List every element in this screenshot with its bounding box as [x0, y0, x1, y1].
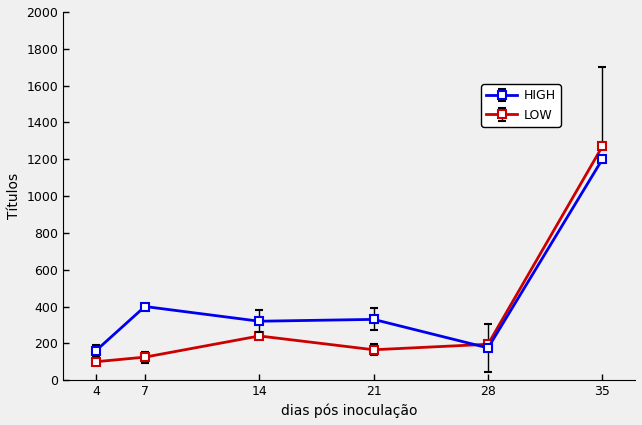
Legend: HIGH, LOW: HIGH, LOW [482, 85, 561, 127]
X-axis label: dias pós inoculação: dias pós inoculação [281, 404, 417, 418]
Y-axis label: Títulos: Títulos [7, 173, 21, 219]
